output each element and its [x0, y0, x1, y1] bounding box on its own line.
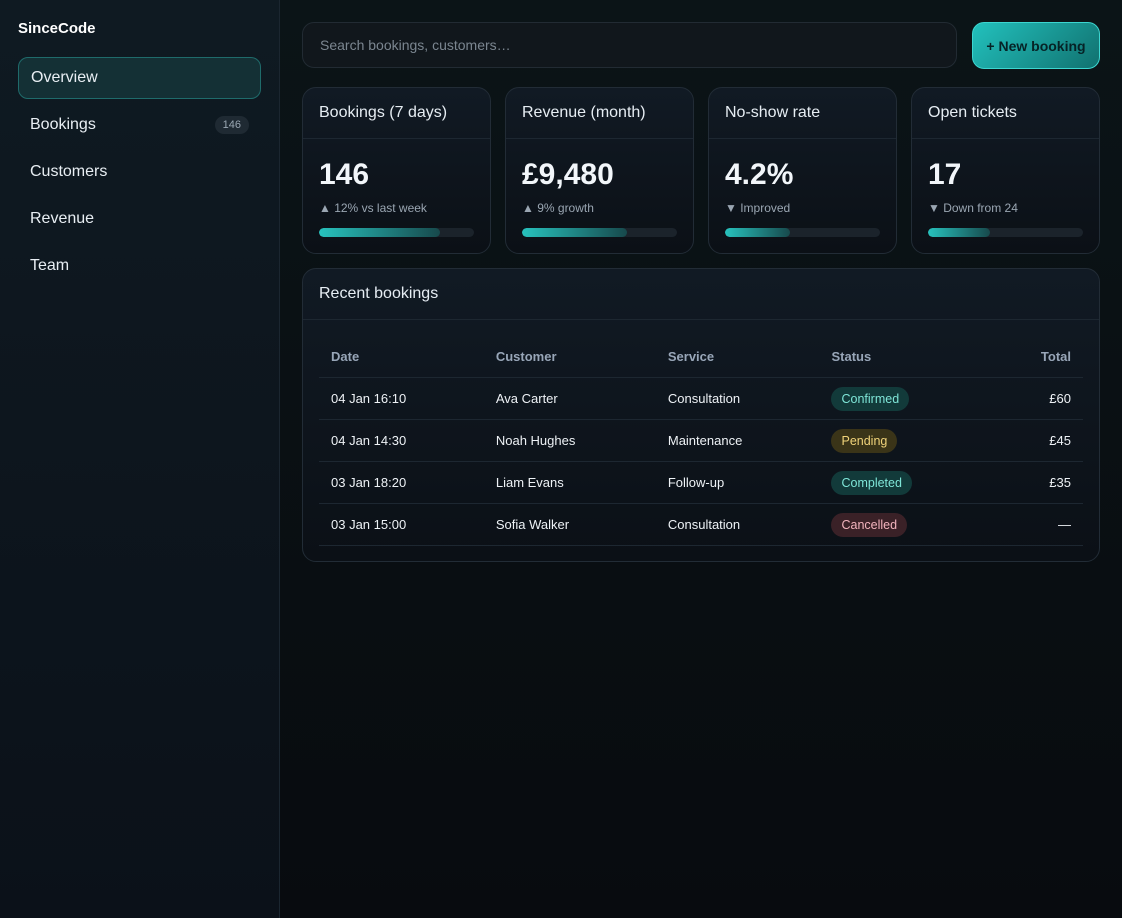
table-cell: 04 Jan 16:10: [319, 377, 484, 420]
table-cell: Consultation: [655, 377, 820, 420]
table-cell: Noah Hughes: [483, 419, 656, 462]
kpi-note: ▲ 12% vs last week: [319, 201, 427, 215]
nav-label: Customers: [30, 163, 108, 180]
kpi-title: No-show rate: [709, 88, 896, 139]
kpi-note: ▼ Down from 24: [928, 201, 1018, 215]
table-cell: 04 Jan 14:30: [319, 419, 484, 462]
progress-fill: [319, 228, 440, 237]
kpi-value: 17: [928, 158, 962, 191]
table-cell: Consultation: [655, 503, 820, 546]
progress-track: [928, 228, 1083, 237]
column-header: Date: [319, 336, 484, 378]
table-row: 03 Jan 18:20 Liam Evans Follow-up Completed…: [319, 461, 1083, 504]
column-header: Customer: [483, 336, 656, 378]
table-row: 03 Jan 15:00 Sofia Walker Consultation Canc…: [319, 503, 1083, 546]
column-header: Status: [819, 336, 994, 378]
nav-item[interactable]: Customers: [18, 151, 261, 193]
nav-item[interactable]: Revenue: [18, 198, 261, 240]
table-cell: £60: [993, 377, 1083, 420]
progress-track: [725, 228, 880, 237]
table-cell: Sofia Walker: [483, 503, 656, 546]
table-cell: —: [993, 503, 1083, 546]
nav: Overview Bookings 146 Customers Revenue T…: [18, 57, 261, 292]
kpi-note: ▲ 9% growth: [522, 201, 594, 215]
kpi-card: Revenue (month) £9,480 ▲ 9% growth: [505, 87, 694, 254]
nav-label: Team: [30, 257, 70, 274]
column-header: Service: [655, 336, 820, 378]
table-cell: Follow-up: [655, 461, 820, 504]
nav-item[interactable]: Overview: [18, 57, 261, 99]
nav-label: Bookings: [30, 116, 96, 133]
status-chip: Completed: [831, 470, 912, 495]
table-cell: Ava Carter: [483, 377, 656, 420]
brand: SinceCode: [18, 20, 96, 37]
table-head: Date Customer Service Status Total: [319, 336, 1083, 378]
nav-badge: 146: [214, 116, 249, 134]
kpi-value: £9,480: [522, 158, 614, 191]
card-title: Recent bookings: [303, 269, 1099, 320]
status-cell: Confirmed: [819, 377, 994, 420]
search-input[interactable]: Search bookings, customers…: [302, 22, 957, 68]
progress-track: [319, 228, 474, 237]
table-cell: Maintenance: [655, 419, 820, 462]
column-header: Total: [993, 336, 1083, 378]
status-cell: Pending: [819, 419, 994, 462]
kpi-card: No-show rate 4.2% ▼ Improved: [708, 87, 897, 254]
table-cell: 03 Jan 15:00: [319, 503, 484, 546]
status-cell: Cancelled: [819, 503, 994, 546]
status-chip: Pending: [831, 428, 898, 453]
table-row: 04 Jan 16:10 Ava Carter Consultation Confir…: [319, 377, 1083, 420]
progress-track: [522, 228, 677, 237]
nav-label: Revenue: [30, 210, 95, 227]
kpi-card: Open tickets 17 ▼ Down from 24: [911, 87, 1100, 254]
kpi-title: Bookings (7 days): [303, 88, 490, 139]
nav-label: Overview: [31, 69, 98, 86]
progress-fill: [725, 228, 791, 237]
kpi-card: Bookings (7 days) 146 ▲ 12% vs last week: [302, 87, 491, 254]
status-chip: Cancelled: [831, 512, 908, 537]
table-cell: £45: [993, 419, 1083, 462]
table-cell: Liam Evans: [483, 461, 656, 504]
bookings-card: Recent bookings Date Customer Service Statu…: [302, 268, 1100, 562]
kpi-value: 4.2%: [725, 158, 794, 191]
nav-item[interactable]: Bookings 146: [18, 104, 261, 146]
kpi-value: 146: [319, 158, 370, 191]
kpi-note: ▼ Improved: [725, 201, 791, 215]
sidebar: SinceCode Overview Bookings 146 Customers…: [0, 0, 280, 918]
kpi-title: Open tickets: [912, 88, 1099, 139]
kpi-title: Revenue (month): [506, 88, 693, 139]
new-booking-button[interactable]: + New booking: [972, 22, 1100, 69]
table-cell: 03 Jan 18:20: [319, 461, 484, 504]
nav-item[interactable]: Team: [18, 245, 261, 287]
progress-fill: [522, 228, 628, 237]
table-row: 04 Jan 14:30 Noah Hughes Maintenance Pendin…: [319, 419, 1083, 462]
header-row: Date Customer Service Status Total: [319, 336, 1083, 378]
status-chip: Confirmed: [831, 386, 910, 411]
table-cell: £35: [993, 461, 1083, 504]
table-body: 04 Jan 16:10 Ava Carter Consultation Confir…: [319, 377, 1083, 546]
bookings-table: Date Customer Service Status Total 04 Jan 16…: [319, 336, 1083, 546]
progress-fill: [928, 228, 990, 237]
status-cell: Completed: [819, 461, 994, 504]
